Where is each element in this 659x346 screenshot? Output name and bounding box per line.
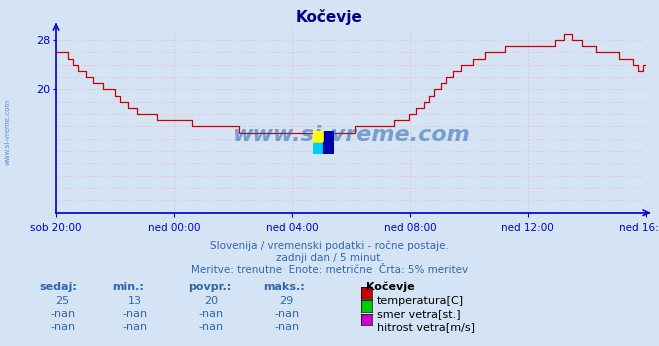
Text: ned 04:00: ned 04:00 — [266, 223, 318, 233]
Text: -nan: -nan — [198, 322, 223, 333]
Text: ned 08:00: ned 08:00 — [384, 223, 436, 233]
Text: -nan: -nan — [198, 309, 223, 319]
Text: 20: 20 — [204, 296, 218, 306]
Text: 25: 25 — [55, 296, 70, 306]
Text: -nan: -nan — [50, 322, 75, 333]
Text: ned 00:00: ned 00:00 — [148, 223, 200, 233]
Text: 29: 29 — [279, 296, 294, 306]
Text: www.si-vreme.com: www.si-vreme.com — [232, 125, 470, 145]
Text: 13: 13 — [128, 296, 142, 306]
Text: -nan: -nan — [123, 322, 148, 333]
Polygon shape — [313, 143, 324, 154]
Text: Slovenija / vremenski podatki - ročne postaje.: Slovenija / vremenski podatki - ročne po… — [210, 240, 449, 251]
Text: min.:: min.: — [112, 282, 144, 292]
Text: temperatura[C]: temperatura[C] — [377, 296, 464, 306]
Text: www.si-vreme.com: www.si-vreme.com — [5, 98, 11, 165]
Text: -nan: -nan — [274, 309, 299, 319]
Text: sedaj:: sedaj: — [40, 282, 77, 292]
Text: maks.:: maks.: — [264, 282, 305, 292]
Text: -nan: -nan — [50, 309, 75, 319]
Text: Kočevje: Kočevje — [296, 9, 363, 25]
Text: -nan: -nan — [123, 309, 148, 319]
Text: povpr.:: povpr.: — [188, 282, 231, 292]
Polygon shape — [324, 131, 334, 154]
Text: Meritve: trenutne  Enote: metrične  Črta: 5% meritev: Meritve: trenutne Enote: metrične Črta: … — [191, 265, 468, 275]
Text: smer vetra[st.]: smer vetra[st.] — [377, 309, 461, 319]
Text: Kočevje: Kočevje — [366, 282, 415, 292]
Text: zadnji dan / 5 minut.: zadnji dan / 5 minut. — [275, 253, 384, 263]
Text: hitrost vetra[m/s]: hitrost vetra[m/s] — [377, 322, 475, 333]
Polygon shape — [324, 131, 334, 143]
Text: ned 12:00: ned 12:00 — [501, 223, 554, 233]
Polygon shape — [313, 131, 324, 143]
Text: -nan: -nan — [274, 322, 299, 333]
Text: sob 20:00: sob 20:00 — [30, 223, 82, 233]
Text: ned 16:00: ned 16:00 — [619, 223, 659, 233]
